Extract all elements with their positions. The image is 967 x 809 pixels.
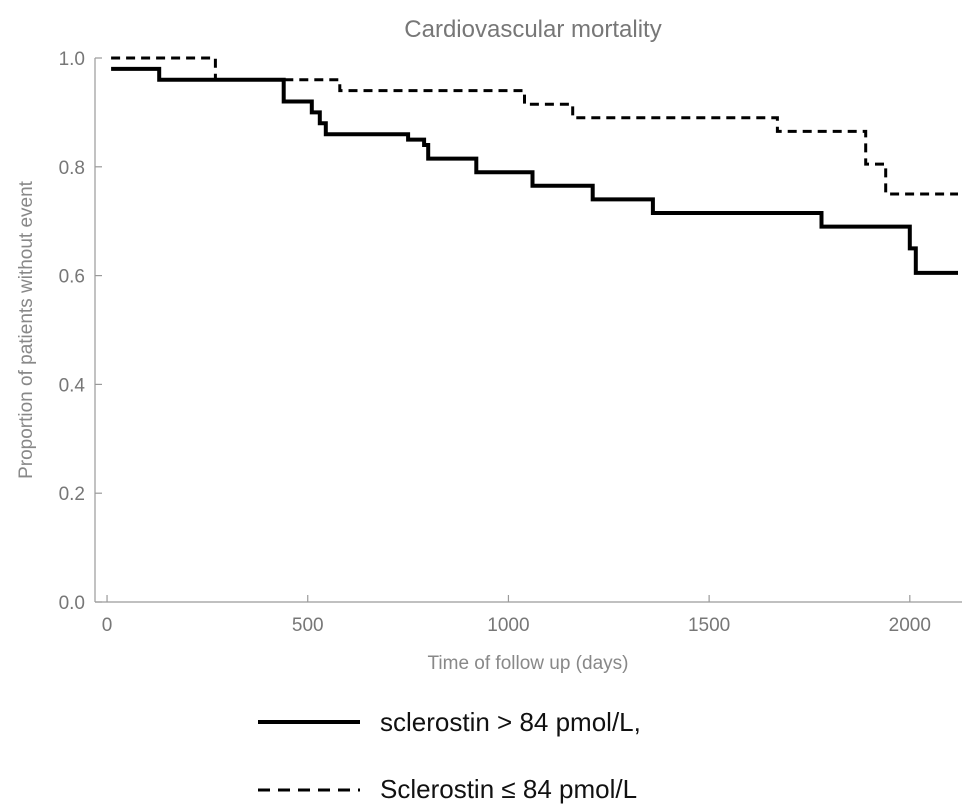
y-tick-label: 0.8 bbox=[59, 158, 85, 179]
x-tick-label: 1500 bbox=[688, 615, 730, 636]
series-line-sclerostin-high bbox=[111, 66, 958, 275]
x-tick-label: 500 bbox=[292, 615, 324, 636]
series-line-sclerostin-low bbox=[111, 56, 958, 196]
plot-area bbox=[94, 58, 962, 603]
x-tick-label: 2000 bbox=[889, 615, 931, 636]
y-axis: 0.0 0.2 0.4 0.6 0.8 1.0 bbox=[59, 49, 102, 614]
legend-label-sclerostin-high: sclerostin > 84 pmol/L, bbox=[380, 707, 641, 737]
x-axis: 0 500 1000 1500 2000 bbox=[102, 595, 931, 636]
x-tick-label: 0 bbox=[102, 615, 113, 636]
series-layer bbox=[111, 56, 958, 275]
y-tick-label: 0.0 bbox=[59, 593, 85, 614]
y-tick-label: 0.6 bbox=[59, 267, 85, 288]
y-tick-label: 0.2 bbox=[59, 484, 85, 505]
x-axis-label: Time of follow up (days) bbox=[428, 653, 629, 674]
legend-label-sclerostin-low: Sclerostin ≤ 84 pmol/L bbox=[380, 774, 637, 804]
y-tick-label: 1.0 bbox=[59, 49, 85, 70]
legend: sclerostin > 84 pmol/L, Sclerostin ≤ 84 … bbox=[258, 707, 641, 804]
x-tick-label: 1000 bbox=[487, 615, 529, 636]
chart-title: Cardiovascular mortality bbox=[404, 16, 661, 43]
y-tick-label: 0.4 bbox=[59, 375, 86, 396]
y-axis-label: Proportion of patients without event bbox=[16, 180, 37, 479]
